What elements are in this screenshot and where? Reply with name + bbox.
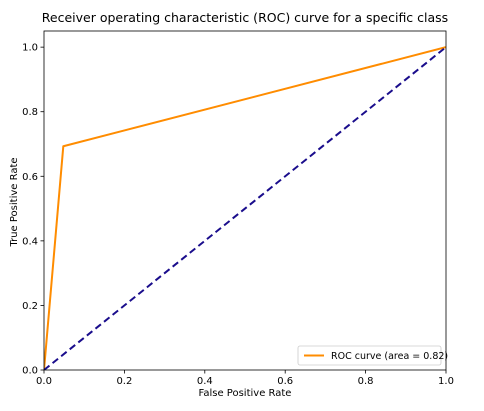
y-tick-label: 0.2 [22,301,38,312]
series-line-chance-diagonal [44,46,446,370]
x-tick-label: 0.8 [358,376,374,387]
x-tick-label: 0.6 [277,376,293,387]
series-line-roc-curve [44,46,446,370]
legend-label: ROC curve (area = 0.82) [331,351,448,362]
x-tick-label: 0.2 [116,376,132,387]
y-tick-label: 0.0 [22,366,38,377]
x-tick-label: 0.0 [36,376,52,387]
legend: ROC curve (area = 0.82) [297,345,448,366]
plot-area [43,30,447,371]
x-tick-label: 0.4 [197,376,213,387]
chart-title: Receiver operating characteristic (ROC) … [42,10,448,25]
y-tick-label: 0.6 [22,172,38,183]
legend-box [297,345,442,366]
plot-frame [43,30,447,371]
y-axis: 0.0 0.2 0.4 0.6 0.8 1.0 [22,43,44,377]
y-tick-label: 0.4 [22,236,38,247]
y-tick-label: 1.0 [22,43,38,54]
x-tick-label: 1.0 [438,376,454,387]
y-tick-label: 0.8 [22,107,38,118]
x-axis-label: False Positive Rate [199,388,292,399]
y-axis-label: True Positive Rate [9,157,20,247]
x-axis: 0.0 0.2 0.4 0.6 0.8 1.0 [36,370,454,387]
